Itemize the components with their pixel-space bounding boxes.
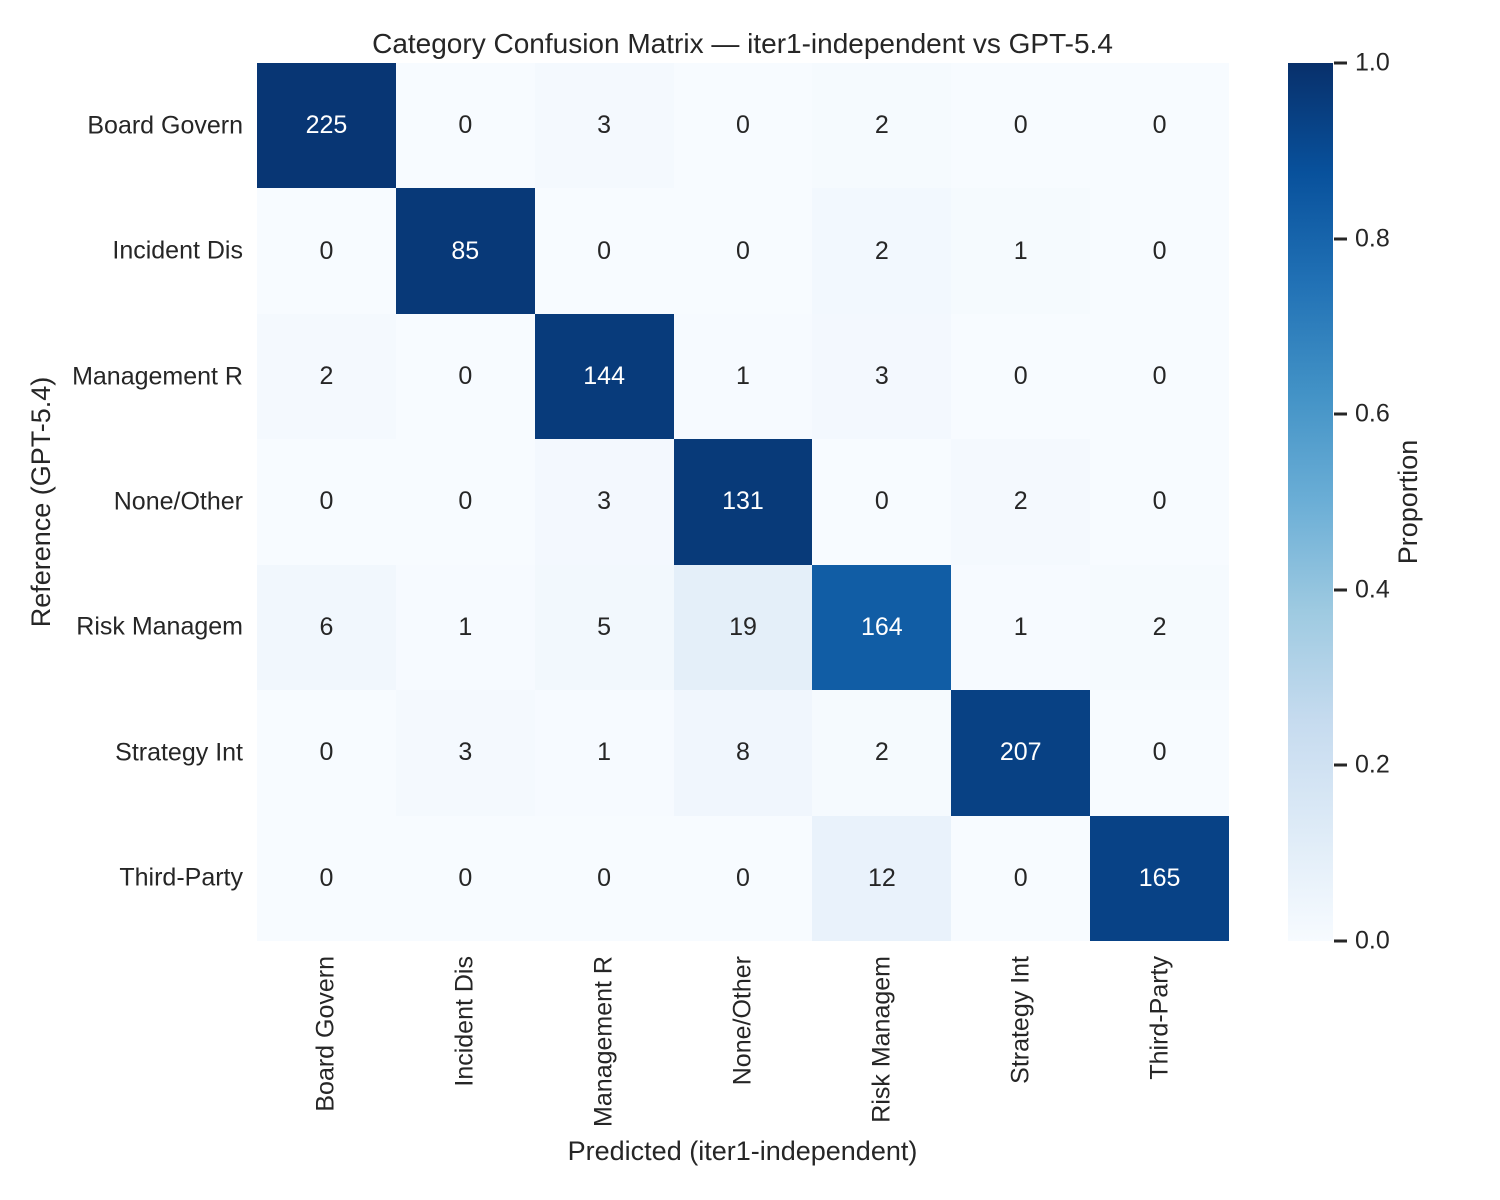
colorbar-tick-mark: [1334, 763, 1347, 767]
heatmap-cell: 0: [673, 63, 813, 189]
heatmap-cell: 0: [257, 439, 396, 565]
heatmap-cell: 0: [951, 63, 1091, 189]
x-tick-label: Risk Managem: [867, 956, 896, 1123]
heatmap-cell: 12: [812, 815, 952, 941]
colorbar-tick-mark: [1334, 412, 1347, 416]
colorbar-tick-label: 0.0: [1355, 926, 1390, 955]
heatmap-cell: 165: [1090, 815, 1229, 941]
heatmap-grid: 225 0 3 0 2 0 0 0 85 0 0 2 1 0 2 0 144 1 3 0 0 0 0 3 131 0 2 0 6 1 5 19…: [257, 63, 1229, 941]
heatmap-cell: 3: [534, 439, 674, 565]
heatmap-cell: 0: [1090, 63, 1229, 189]
y-tick-label: Strategy Int: [115, 738, 243, 767]
heatmap-cell: 0: [534, 188, 674, 314]
y-tick-label: Board Govern: [87, 111, 243, 140]
heatmap-cell: 2: [812, 63, 952, 189]
y-tick-label: Third-Party: [119, 863, 243, 892]
heatmap-cell: 0: [534, 815, 674, 941]
heatmap-cell: 85: [395, 188, 535, 314]
heatmap-cell: 2: [812, 188, 952, 314]
x-tick-label: Third-Party: [1145, 956, 1174, 1080]
heatmap-cell: 1: [534, 690, 674, 816]
heatmap-cell: 164: [812, 564, 952, 691]
colorbar-tick-label: 0.6: [1355, 399, 1390, 428]
heatmap-cell: 225: [257, 63, 396, 189]
heatmap-cell: 0: [257, 188, 396, 314]
x-tick-label: Management R: [589, 956, 618, 1127]
heatmap-cell: 6: [257, 564, 396, 691]
heatmap-cell: 0: [1090, 188, 1229, 314]
y-tick-label: Management R: [72, 362, 243, 391]
x-tick-label: None/Other: [728, 956, 757, 1086]
heatmap-cell: 5: [534, 564, 674, 691]
heatmap-cell: 207: [951, 690, 1091, 816]
heatmap-cell: 144: [534, 313, 674, 440]
colorbar-tick-mark: [1334, 939, 1347, 943]
heatmap-cell: 0: [951, 313, 1091, 440]
heatmap-cell: 2: [1090, 564, 1229, 691]
y-tick-label: Risk Managem: [76, 612, 243, 641]
colorbar-tick-label: 1.0: [1355, 48, 1390, 77]
colorbar-tick-label: 0.4: [1355, 575, 1390, 604]
y-axis-label: Reference (GPT-5.4): [26, 376, 56, 628]
colorbar-tick-mark: [1334, 61, 1347, 65]
heatmap-cell: 0: [1090, 313, 1229, 440]
x-tick-label: Strategy Int: [1006, 956, 1035, 1084]
colorbar-tick-mark: [1334, 237, 1347, 241]
chart-title: Category Confusion Matrix — iter1-indepe…: [372, 28, 1113, 59]
heatmap-cell: 1: [951, 564, 1091, 691]
heatmap-cell: 8: [673, 690, 813, 816]
x-axis-label: Predicted (iter1-independent): [567, 1136, 918, 1166]
colorbar-tick-label: 0.8: [1355, 224, 1390, 253]
heatmap-cell: 0: [673, 188, 813, 314]
y-tick-label: Incident Dis: [112, 236, 243, 265]
heatmap-cell: 2: [812, 690, 952, 816]
heatmap-cell: 1: [673, 313, 813, 440]
heatmap-cell: 131: [673, 439, 813, 565]
heatmap-cell: 3: [534, 63, 674, 189]
heatmap-cell: 0: [395, 313, 535, 440]
heatmap-cell: 1: [395, 564, 535, 691]
colorbar: [1288, 63, 1333, 941]
heatmap-cell: 3: [395, 690, 535, 816]
heatmap-cell: 0: [1090, 439, 1229, 565]
heatmap-cell: 0: [257, 690, 396, 816]
heatmap-cell: 0: [951, 815, 1091, 941]
heatmap-cell: 0: [1090, 690, 1229, 816]
heatmap-cell: 0: [395, 63, 535, 189]
heatmap-cell: 3: [812, 313, 952, 440]
colorbar-tick-mark: [1334, 588, 1347, 592]
colorbar-label: Proportion: [1393, 439, 1423, 565]
y-tick-label: None/Other: [113, 487, 243, 516]
x-tick-label: Incident Dis: [450, 956, 479, 1087]
heatmap-cell: 2: [951, 439, 1091, 565]
heatmap-cell: 0: [812, 439, 952, 565]
colorbar-tick-label: 0.2: [1355, 750, 1390, 779]
heatmap-cell: 19: [673, 564, 813, 691]
heatmap-cell: 0: [673, 815, 813, 941]
heatmap-cell: 2: [257, 313, 396, 440]
heatmap-cell: 0: [257, 815, 396, 941]
heatmap-cell: 0: [395, 439, 535, 565]
heatmap-cell: 1: [951, 188, 1091, 314]
x-tick-label: Board Govern: [311, 956, 340, 1112]
heatmap-cell: 0: [395, 815, 535, 941]
